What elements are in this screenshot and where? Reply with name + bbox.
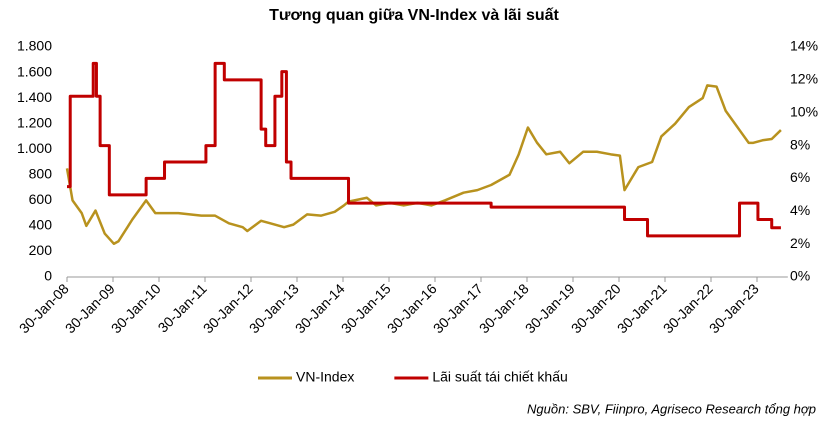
y2-tick-label: 0% bbox=[790, 268, 810, 284]
y2-tick-label: 6% bbox=[790, 169, 810, 185]
y2-tick-label: 4% bbox=[790, 202, 810, 218]
x-tick-label: 30-Jan-10 bbox=[108, 280, 164, 336]
legend-label: Lãi suất tái chiết khấu bbox=[432, 369, 567, 385]
series-line bbox=[67, 61, 781, 238]
source-note: Nguồn: SBV, Fiinpro, Agriseco Research t… bbox=[527, 401, 816, 416]
y-tick-label: 600 bbox=[29, 191, 53, 207]
y-tick-label: 200 bbox=[29, 242, 53, 258]
y-tick-label: 1.400 bbox=[17, 89, 52, 105]
y-tick-label: 1.000 bbox=[17, 140, 52, 156]
y2-tick-label: 2% bbox=[790, 235, 810, 251]
y-tick-label: 1.200 bbox=[17, 114, 52, 130]
y2-tick-label: 14% bbox=[790, 38, 818, 54]
y-tick-label: 1.600 bbox=[17, 63, 52, 79]
y-tick-label: 800 bbox=[29, 165, 53, 181]
y-tick-label: 0 bbox=[44, 268, 52, 284]
legend-label: VN-Index bbox=[296, 369, 354, 385]
x-tick-label: 30-Jan-23 bbox=[706, 280, 762, 336]
y-tick-label: 400 bbox=[29, 217, 53, 233]
y2-tick-label: 12% bbox=[790, 71, 818, 87]
y2-tick-label: 10% bbox=[790, 103, 818, 119]
y2-tick-label: 8% bbox=[790, 136, 810, 152]
chart-title: Tương quan giữa VN-Index và lãi suất bbox=[269, 7, 559, 24]
series-line bbox=[65, 84, 782, 246]
y-tick-label: 1.800 bbox=[17, 38, 52, 54]
